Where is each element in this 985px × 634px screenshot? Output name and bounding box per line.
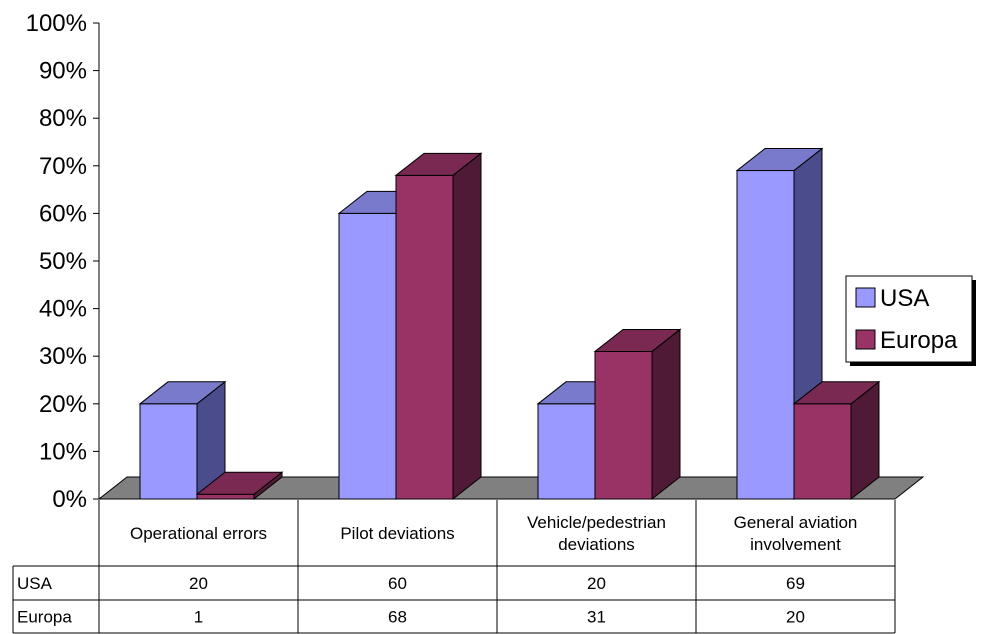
bar-europa-3 — [792, 380, 881, 501]
data-label: 69 — [786, 574, 805, 593]
category-label: Pilot deviations — [340, 524, 454, 543]
y-tick-label: 30% — [39, 343, 87, 370]
y-tick-label: 60% — [39, 200, 87, 227]
category-label: Vehicle/pedestrian — [527, 513, 666, 532]
y-tick-label: 0% — [52, 486, 87, 513]
y-tick-label: 50% — [39, 248, 87, 275]
y-tick-label: 100% — [26, 10, 87, 37]
category-label: involvement — [750, 535, 841, 554]
data-label: 60 — [388, 574, 407, 593]
legend-swatch — [855, 287, 876, 308]
legend-label: USA — [880, 285, 929, 312]
data-label: 20 — [189, 574, 208, 593]
legend: USA Europa — [845, 275, 976, 366]
category-label: Operational errors — [130, 524, 267, 543]
y-axis: 0% 10% 20% 30% 40% 50% 60% 70% 80% 90% 100% — [26, 10, 100, 513]
y-tick-label: 80% — [39, 105, 87, 132]
bar-europa-0 — [195, 471, 284, 501]
data-label: 20 — [587, 574, 606, 593]
y-tick-label: 40% — [39, 296, 87, 323]
data-table: Operational errors Pilot deviations Vehicl… — [12, 500, 896, 634]
bars — [138, 147, 881, 501]
legend-swatch — [855, 329, 876, 350]
series-row-label: Europa — [17, 608, 72, 627]
category-label: General aviation — [734, 513, 858, 532]
y-tick-label: 90% — [39, 58, 87, 85]
y-tick-label: 70% — [39, 153, 87, 180]
bar-europa-1 — [394, 152, 483, 501]
bar-usa-0 — [138, 380, 227, 501]
category-label: deviations — [558, 535, 635, 554]
data-label: 1 — [194, 608, 203, 627]
series-row-label: USA — [17, 574, 53, 593]
data-label: 31 — [587, 608, 606, 627]
y-tick-label: 20% — [39, 391, 87, 418]
data-label: 68 — [388, 608, 407, 627]
y-tick-label: 10% — [39, 438, 87, 465]
legend-label: Europa — [880, 327, 958, 354]
data-label: 20 — [786, 608, 805, 627]
bar-europa-2 — [593, 328, 682, 501]
